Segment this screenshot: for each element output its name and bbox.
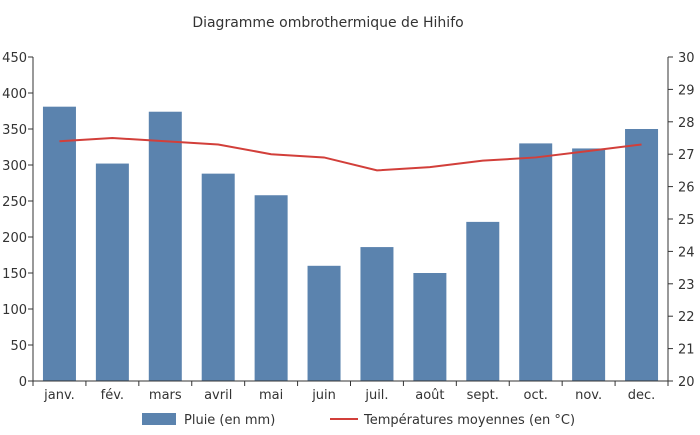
rain-bar — [360, 247, 394, 381]
rain-bar — [413, 273, 447, 381]
right-tick-label: 21 — [678, 343, 695, 358]
rain-bar — [572, 148, 606, 381]
legend-label-rain: Pluie (en mm) — [184, 413, 275, 428]
x-tick-label: mars — [149, 388, 182, 403]
right-tick-label: 25 — [678, 213, 695, 228]
x-tick-label: janv. — [43, 388, 75, 403]
right-tick-label: 26 — [678, 181, 695, 196]
left-tick-label: 450 — [2, 51, 27, 66]
right-tick-label: 20 — [678, 375, 695, 390]
right-tick-label: 23 — [678, 278, 695, 293]
x-tick-label: fév. — [101, 388, 124, 403]
rain-bar — [201, 173, 235, 381]
x-tick-label: dec. — [628, 388, 656, 403]
temperature-line-group — [59, 136, 642, 172]
x-tick-label: mai — [259, 388, 283, 403]
legend: Pluie (en mm) Températures moyennes (en … — [142, 413, 575, 428]
rain-bar — [519, 143, 553, 381]
axes: 0 50 100 150 200 250 300 350 400 450 20 21 22 23 24 25 2… — [2, 51, 694, 403]
right-tick-label: 24 — [678, 245, 695, 260]
left-tick-label: 350 — [2, 123, 27, 138]
rain-bar — [466, 221, 500, 381]
x-tick-label: nov. — [575, 388, 602, 403]
rain-bar — [254, 195, 288, 381]
chart-title: Diagramme ombrothermique de Hihifo — [192, 15, 463, 31]
right-tick-label: 30 — [678, 51, 695, 66]
left-tick-label: 250 — [2, 195, 27, 210]
left-tick-label: 100 — [2, 303, 27, 318]
legend-swatch-rain — [142, 413, 176, 425]
legend-label-temperature: Températures moyennes (en °C) — [363, 413, 575, 428]
rain-bars — [42, 106, 659, 382]
x-tick-label: oct. — [524, 388, 548, 403]
rain-bar — [42, 106, 76, 382]
right-tick-label: 22 — [678, 310, 695, 325]
left-tick-label: 200 — [2, 231, 27, 246]
left-tick-label: 50 — [10, 339, 27, 354]
rain-bar — [307, 265, 341, 381]
right-tick-label: 29 — [678, 83, 695, 98]
x-tick-label: juin — [311, 388, 336, 403]
x-tick-label: avril — [204, 388, 232, 403]
temperature-line — [59, 136, 642, 172]
right-tick-label: 28 — [678, 116, 695, 131]
left-tick-label: 400 — [2, 87, 27, 102]
left-tick-label: 0 — [19, 375, 27, 390]
left-tick-label: 300 — [2, 159, 27, 174]
x-tick-label: sept. — [467, 388, 499, 403]
rain-bar — [95, 163, 129, 381]
right-tick-label: 27 — [678, 148, 695, 163]
rain-bar — [148, 111, 182, 381]
left-tick-label: 150 — [2, 267, 27, 282]
x-tick-label: août — [415, 388, 444, 403]
rain-bar — [625, 129, 659, 381]
x-tick-label: juil. — [364, 388, 388, 403]
